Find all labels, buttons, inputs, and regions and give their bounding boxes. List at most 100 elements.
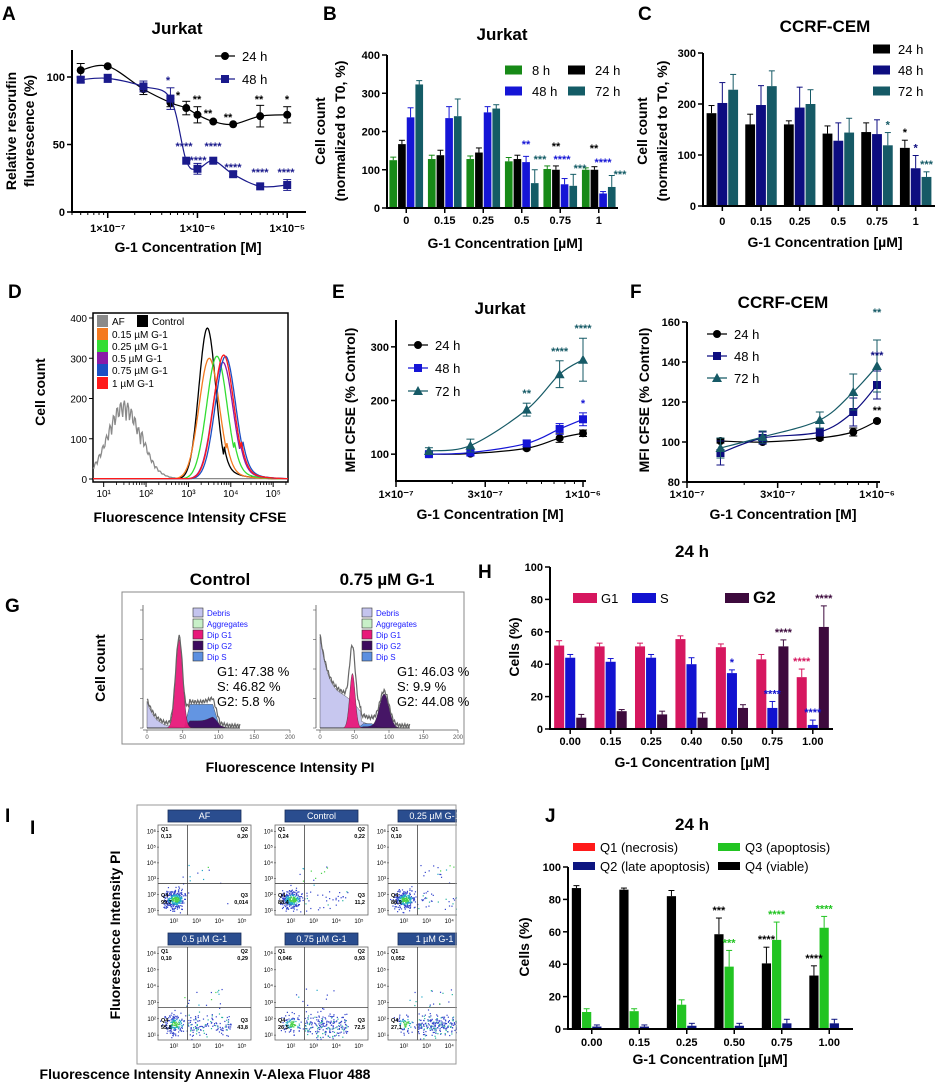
event-dot — [398, 1018, 401, 1020]
event-dot — [411, 1031, 413, 1033]
event-dot — [395, 906, 398, 908]
event-dot — [322, 1024, 324, 1026]
sample-title: Control — [190, 570, 250, 589]
bar — [794, 107, 805, 206]
event-dot — [287, 907, 289, 909]
event-dot — [329, 1031, 331, 1034]
event-dot — [407, 901, 409, 903]
event-dot — [433, 1021, 435, 1024]
event-dot — [295, 1020, 297, 1023]
event-dot — [397, 900, 399, 902]
y-tick-label: 10³ — [147, 1000, 156, 1006]
event-dot — [323, 1022, 325, 1025]
event-dot — [191, 1023, 193, 1026]
event-dot — [283, 1017, 285, 1019]
event-dot — [175, 900, 177, 902]
event-dot — [321, 1007, 324, 1010]
event-dot — [338, 1025, 341, 1027]
legend-marker — [221, 75, 229, 83]
event-dot — [345, 1031, 347, 1033]
event-dot — [421, 1023, 423, 1025]
y-axis-label: Cell count — [312, 97, 328, 165]
event-dot — [193, 1029, 195, 1031]
event-dot — [174, 1029, 176, 1031]
event-dot — [326, 900, 328, 902]
y-tick-label: 0 — [374, 203, 380, 215]
event-dot — [307, 1018, 309, 1020]
event-dot — [345, 1030, 347, 1032]
legend-label: Q2 (late apoptosis) — [600, 859, 710, 874]
event-dot — [431, 1029, 434, 1031]
event-dot — [427, 1023, 430, 1025]
event-dot — [403, 1027, 405, 1029]
event-dot — [186, 1005, 188, 1007]
event-dot — [210, 991, 213, 994]
event-dot — [400, 1021, 402, 1023]
event-dot — [333, 1031, 336, 1033]
bar — [666, 896, 677, 1029]
event-dot — [451, 1019, 454, 1021]
event-dot — [394, 908, 396, 910]
event-dot — [188, 1022, 190, 1024]
event-dot — [343, 1028, 346, 1030]
legend-label: 8 h — [532, 63, 550, 78]
legend-swatch — [97, 352, 108, 364]
legend-swatch — [725, 593, 749, 603]
event-dot — [400, 894, 402, 897]
event-dot — [408, 905, 411, 907]
event-dot — [226, 1029, 228, 1031]
event-dot — [443, 1027, 445, 1029]
event-dot — [174, 890, 176, 892]
event-dot — [288, 892, 290, 894]
event-dot — [170, 1024, 172, 1026]
bar — [734, 1025, 744, 1029]
event-dot — [406, 906, 408, 908]
event-dot — [423, 1029, 425, 1031]
event-dot — [341, 1016, 343, 1019]
event-dot — [337, 1018, 339, 1020]
event-dot — [292, 1017, 294, 1019]
event-dot — [176, 900, 178, 902]
event-dot — [406, 890, 409, 892]
event-dot — [176, 1019, 178, 1021]
bar — [737, 707, 749, 729]
event-dot — [321, 1020, 324, 1022]
event-dot — [178, 895, 180, 897]
event-dot — [401, 894, 403, 896]
event-dot — [396, 899, 398, 901]
event-dot — [404, 894, 407, 896]
event-dot — [287, 1021, 289, 1023]
event-dot — [286, 897, 288, 899]
event-dot — [395, 898, 397, 901]
legend-label: Dip G2 — [376, 642, 401, 651]
event-dot — [454, 1029, 456, 1032]
event-dot — [306, 895, 308, 897]
y-axis-label: Fluorescence Intensity PI — [107, 851, 123, 1020]
event-dot — [181, 902, 183, 904]
bar — [783, 124, 794, 206]
event-dot — [420, 1025, 422, 1027]
event-dot — [440, 876, 443, 878]
event-dot — [196, 1029, 198, 1031]
event-dot — [176, 901, 179, 903]
bar — [796, 677, 807, 729]
event-dot — [298, 996, 300, 998]
quadrant-label: Q3 — [471, 893, 478, 899]
event-dot — [205, 1004, 208, 1006]
event-dot — [401, 895, 403, 898]
event-dot — [304, 1017, 306, 1020]
event-dot — [329, 907, 331, 910]
event-dot — [403, 1024, 406, 1026]
event-dot — [197, 1016, 199, 1019]
x-tick-label: 0.75 — [866, 216, 887, 228]
legend-label: 72 h — [435, 384, 460, 399]
event-dot — [406, 904, 409, 906]
event-dot — [179, 1024, 181, 1026]
event-dot — [409, 888, 411, 890]
event-dot — [347, 1026, 349, 1028]
event-dot — [324, 1032, 326, 1034]
event-dot — [187, 1024, 189, 1026]
event-dot — [168, 1017, 170, 1019]
event-dot — [407, 1021, 409, 1023]
